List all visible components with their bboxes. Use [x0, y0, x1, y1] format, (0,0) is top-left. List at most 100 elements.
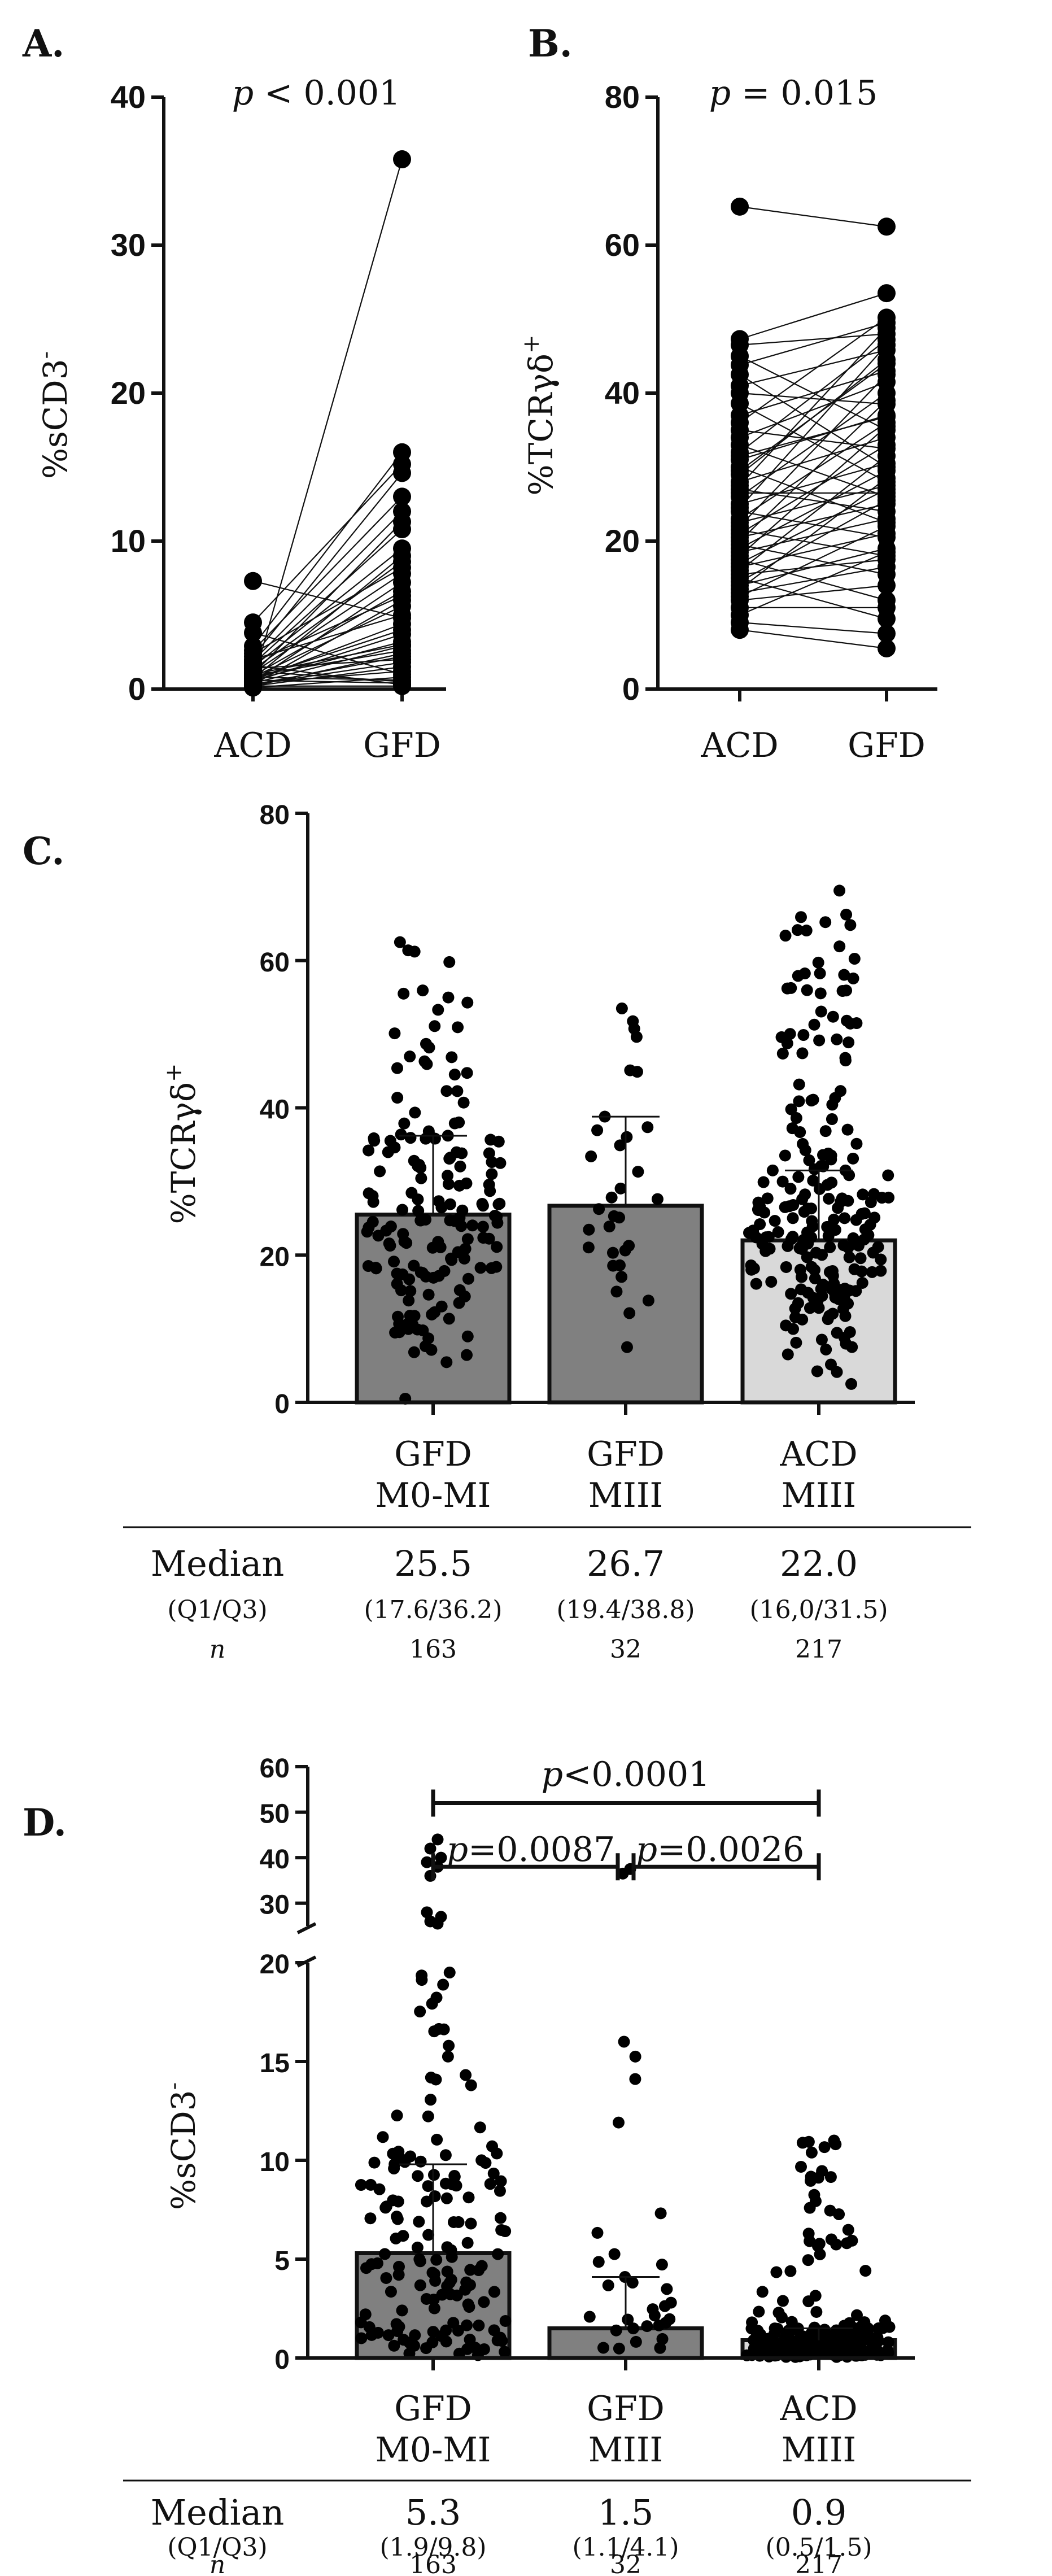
panel-c-point	[811, 1296, 823, 1309]
panel-d-bar	[547, 2326, 704, 2360]
panel-c-point	[796, 1047, 809, 1060]
panel-d-n-3: 217	[795, 2551, 843, 2576]
panel-d-point	[473, 2264, 485, 2277]
panel-d-point	[388, 2339, 400, 2352]
panel-c-point	[429, 1132, 441, 1145]
panel-d-point	[422, 2229, 435, 2241]
panel-d-lower-y-tick-label: 0	[274, 2345, 290, 2375]
panel-c-point	[761, 1192, 774, 1205]
panel-d-point	[618, 2035, 630, 2048]
panel-c-point	[363, 1144, 375, 1157]
panel-c-x-label-3-line1: ACD	[779, 1435, 857, 1474]
panel-c-point	[840, 908, 853, 921]
panel-c-point	[366, 1189, 379, 1202]
panel-c-y-tick-label: 40	[260, 1095, 290, 1125]
panel-c-point	[785, 1288, 797, 1300]
panel-a-pair-line	[252, 567, 403, 655]
panel-a-pair-line	[252, 529, 403, 665]
panel-d-point	[630, 2335, 642, 2348]
panel-c-point	[409, 1106, 421, 1119]
panel-d-median-1: 5.3	[405, 2492, 461, 2533]
panel-c-point	[491, 1241, 503, 1253]
panel-c-point	[452, 1021, 464, 1034]
panel-b-point-acd	[731, 461, 749, 480]
panel-c-point	[843, 1251, 855, 1263]
panel-c-point	[610, 1285, 623, 1298]
panel-c-table-median-label: Median	[151, 1543, 285, 1584]
panel-d-point	[795, 2160, 807, 2173]
panel-c-point	[793, 1242, 806, 1254]
panel-c-point	[786, 1122, 798, 1135]
panel-d-lower-y-tick-label: 10	[260, 2147, 290, 2177]
panel-c-point	[822, 1147, 835, 1160]
panel-c-point	[817, 1160, 830, 1173]
panel-c-point	[809, 1264, 821, 1276]
panel-a-point-gfd	[393, 443, 411, 461]
panel-a-pair-line	[252, 595, 403, 663]
panel-d-point	[753, 2305, 765, 2318]
panel-d-point	[447, 2317, 460, 2329]
panel-c-point	[461, 996, 474, 1009]
panel-c-median-3: 22.0	[780, 1543, 858, 1584]
panel-d-point	[425, 2094, 437, 2106]
panel-d-point	[488, 2286, 500, 2298]
panel-c-point	[461, 1349, 473, 1361]
panel-c-point	[776, 1047, 789, 1060]
panel-c-point	[819, 916, 832, 929]
panel-c-point	[837, 1239, 850, 1252]
panel-d: D. %sCD3- 0 5 10 15 20 30 40 50 60 p<0.0001 p=0.…	[23, 1754, 971, 2576]
panel-b-pair-line	[739, 463, 887, 505]
panel-c-point	[822, 1230, 835, 1242]
panel-b-pair-line	[739, 566, 887, 594]
panel-d-point	[499, 2315, 512, 2327]
panel-d-point	[427, 2294, 440, 2306]
panel-d-point	[445, 2244, 457, 2256]
panel-d-point	[431, 2133, 443, 2146]
panel-c-point	[630, 1031, 643, 1043]
panel-c-point	[614, 1139, 626, 1152]
panel-d-point	[474, 2121, 486, 2134]
panel-c-point	[621, 1341, 633, 1353]
panel-d-point	[397, 2230, 409, 2242]
panel-d-point	[627, 2322, 639, 2335]
panel-d-significance-brackets: p<0.0001 p=0.0087 p=0.0026	[431, 1755, 821, 1881]
panel-b-point-gfd	[878, 576, 896, 595]
panel-c-point	[780, 1319, 792, 1332]
panel-c-point	[845, 1378, 857, 1390]
panel-c-point	[414, 1214, 427, 1227]
panel-d-point	[770, 2266, 783, 2278]
panel-c-point	[461, 1067, 473, 1079]
panel-c-point	[797, 1029, 810, 1041]
panel-c-point	[466, 1219, 479, 1232]
panel-c-point	[404, 1132, 417, 1144]
panel-c-point	[759, 1245, 772, 1257]
panel-c-point	[605, 1191, 618, 1204]
panel-b-pair-line	[739, 416, 887, 457]
panel-c-points	[361, 884, 895, 1405]
panel-d-p-value-1-vs-2: p=0.0087	[447, 1830, 616, 1869]
panel-d-point	[780, 2328, 793, 2340]
panel-b-point-acd	[731, 447, 749, 465]
panel-b-point-gfd	[878, 284, 896, 303]
panel-c-point	[391, 1062, 403, 1074]
panel-d-p-value-1-vs-3: p<0.0001	[542, 1755, 710, 1794]
panel-d-point	[656, 2259, 668, 2271]
panel-d-point	[756, 2286, 769, 2298]
panel-b-point-gfd	[878, 354, 896, 373]
panel-d-point	[463, 2300, 475, 2313]
panel-c-table-n-label: n	[209, 1635, 225, 1664]
panel-d-point	[414, 2006, 426, 2018]
panel-d-point	[805, 2174, 817, 2187]
panel-d-point	[813, 2238, 826, 2250]
panel-b-pair-line	[739, 426, 887, 557]
panel-c-x-label-3-line2: MIII	[782, 1476, 857, 1515]
panel-a-point-gfd	[393, 644, 411, 663]
panel-d-y-axis-title: %sCD3-	[161, 2082, 203, 2210]
panel-b-pair-line	[739, 485, 887, 524]
panel-a-pair-line	[252, 676, 403, 681]
panel-c-point	[398, 987, 410, 1000]
panel-d-point	[443, 2039, 455, 2052]
panel-c-point	[856, 1276, 868, 1289]
panel-d-point	[809, 2290, 822, 2302]
panel-c-point	[429, 1020, 441, 1032]
